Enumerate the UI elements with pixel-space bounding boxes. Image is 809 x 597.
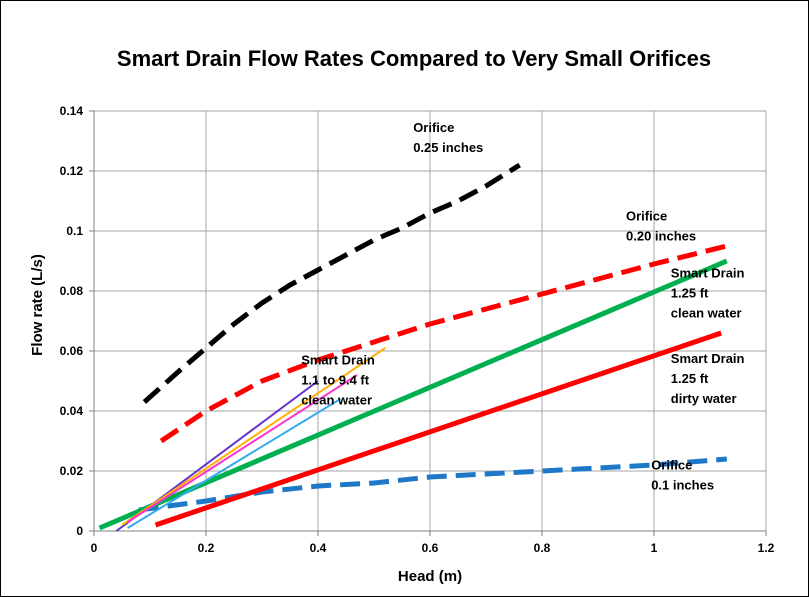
annotation-line: Smart Drain xyxy=(671,266,745,281)
x-tick-label: 1 xyxy=(651,541,658,555)
annotation-line: Orifice xyxy=(626,209,667,224)
y-tick-label: 0.14 xyxy=(60,104,84,118)
annotation-2: Orifice 0.20 inches xyxy=(626,209,696,244)
annotation-1: Orifice 0.25 inches xyxy=(413,120,483,155)
series-line-1 xyxy=(142,162,521,404)
x-tick-label: 1.2 xyxy=(758,541,775,555)
annotation-line: Smart Drain xyxy=(301,353,375,368)
y-tick-label: 0.04 xyxy=(60,404,84,418)
annotation-5: Smart Drain 1.1 to 9.4 ft clean water xyxy=(301,353,375,408)
annotation-line: Orifice xyxy=(413,120,454,135)
grid xyxy=(94,110,767,531)
annotation-line: 0.1 inches xyxy=(651,478,714,493)
annotation-line: 1.25 ft xyxy=(671,286,709,301)
annotation-line: 1.1 to 9.4 ft xyxy=(301,373,370,388)
series-line-4 xyxy=(98,258,728,531)
annotation-line: 0.25 inches xyxy=(413,140,483,155)
annotation-4: Smart Drain 1.25 ft dirty water xyxy=(671,351,745,406)
y-tick-label: 0.06 xyxy=(60,344,84,358)
series-line-5 xyxy=(154,330,723,528)
annotation-line: 1.25 ft xyxy=(671,371,709,386)
series-line-7 xyxy=(121,347,386,526)
y-tick-label: 0 xyxy=(76,524,83,538)
series-group xyxy=(98,162,728,532)
axes: 0 0.2 0.4 0.6 0.8 1 1.2 0 0.02 0.04 0.06 0.08 0.1 0.1… xyxy=(60,104,775,555)
series-line-8 xyxy=(127,374,358,523)
y-axis-label: Flow rate (L/s) xyxy=(29,254,46,356)
annotation-line: clean water xyxy=(671,306,742,321)
x-tick-label: 0.2 xyxy=(198,541,215,555)
chart-title: Smart Drain Flow Rates Compared to Very … xyxy=(117,46,711,71)
series-line-2 xyxy=(159,243,728,444)
annotation-line: Smart Drain xyxy=(671,351,745,366)
y-tick-label: 0.08 xyxy=(60,284,84,298)
annotation-line: 0.20 inches xyxy=(626,229,696,244)
annotation-6: Orifice 0.1 inches xyxy=(651,458,714,493)
y-tick-label: 0.12 xyxy=(60,164,84,178)
annotations: Orifice 0.25 inches Orifice 0.20 inches Smar… xyxy=(301,120,744,493)
annotation-line: Orifice xyxy=(651,458,692,473)
series-line-9 xyxy=(127,398,341,529)
annotation-line: dirty water xyxy=(671,391,737,406)
x-axis-label: Head (m) xyxy=(398,568,462,585)
y-tick-label: 0.02 xyxy=(60,464,84,478)
x-tick-label: 0.6 xyxy=(422,541,439,555)
x-tick-label: 0 xyxy=(91,541,98,555)
annotation-3: Smart Drain 1.25 ft clean water xyxy=(671,266,745,321)
x-tick-label: 0.8 xyxy=(534,541,551,555)
x-tick-label: 0.4 xyxy=(310,541,327,555)
annotation-line: clean water xyxy=(301,393,372,408)
y-tick-label: 0.1 xyxy=(66,224,83,238)
